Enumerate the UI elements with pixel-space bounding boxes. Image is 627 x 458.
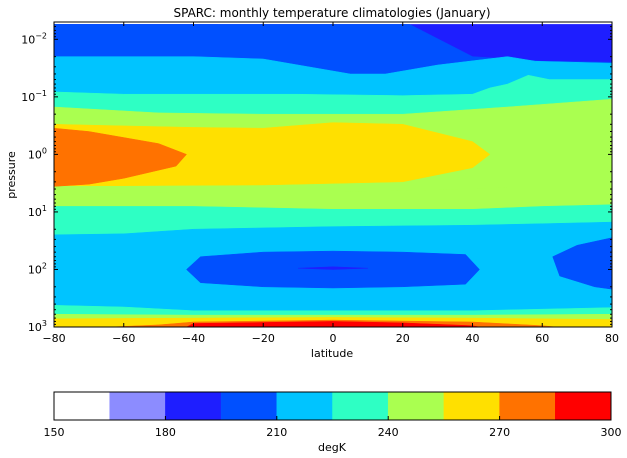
y-axis-label: pressure xyxy=(5,151,18,199)
x-tick-label: −80 xyxy=(42,332,65,345)
colorbar-tick-label: 300 xyxy=(601,426,622,439)
y-axis: 10−2 10−1 100 101 102 103 xyxy=(21,21,612,334)
colorbar-swatch xyxy=(332,391,389,421)
contour-bands xyxy=(54,24,612,327)
colorbar-frame xyxy=(53,391,612,421)
colorbar-label: degK xyxy=(318,441,347,454)
colorbar-swatch xyxy=(165,391,222,421)
colorbar-swatch xyxy=(220,391,278,421)
colorbar-swatch xyxy=(276,391,333,421)
x-tick-label: 0 xyxy=(330,332,337,345)
y-tick-label: 100 xyxy=(28,146,47,161)
contour-band-7 xyxy=(54,122,491,327)
x-tick-label: −60 xyxy=(112,332,135,345)
y-tick-label: 103 xyxy=(28,319,47,334)
colorbar-swatch xyxy=(53,391,110,421)
colorbar: 150 180 210 240 270 300 xyxy=(44,391,622,439)
colorbar-tick-label: 270 xyxy=(489,426,510,439)
colorbar-tick-label: 240 xyxy=(378,426,399,439)
contour-band-14 xyxy=(552,237,612,290)
colorbar-swatch xyxy=(555,391,612,421)
contour-band-13 xyxy=(298,266,368,270)
colorbar-swatch xyxy=(387,391,445,421)
colorbar-tick-label: 150 xyxy=(44,426,65,439)
colorbar-tick-label: 210 xyxy=(266,426,287,439)
x-tick-label: 40 xyxy=(466,332,480,345)
x-axis-label: latitude xyxy=(311,347,353,360)
x-tick-label: 60 xyxy=(535,332,549,345)
colorbar-swatch xyxy=(443,391,500,421)
colorbar-swatch xyxy=(499,391,556,421)
x-tick-label: 80 xyxy=(605,332,619,345)
y-tick-label: 101 xyxy=(28,204,47,219)
contour-band-8 xyxy=(54,127,187,187)
colorbar-swatch xyxy=(109,391,166,421)
y-tick-label: 10−2 xyxy=(21,31,47,46)
x-tick-label: 20 xyxy=(396,332,410,345)
x-axis: −80 −60 −40 −20 0 20 40 60 80 xyxy=(42,22,619,345)
x-tick-label: −40 xyxy=(182,332,205,345)
colorbar-tick-label: 180 xyxy=(155,426,176,439)
x-tick-label: −20 xyxy=(252,332,275,345)
y-tick-label: 10−1 xyxy=(21,89,47,104)
chart-title: SPARC: monthly temperature climatologies… xyxy=(174,6,491,20)
y-tick-label: 102 xyxy=(28,261,47,276)
